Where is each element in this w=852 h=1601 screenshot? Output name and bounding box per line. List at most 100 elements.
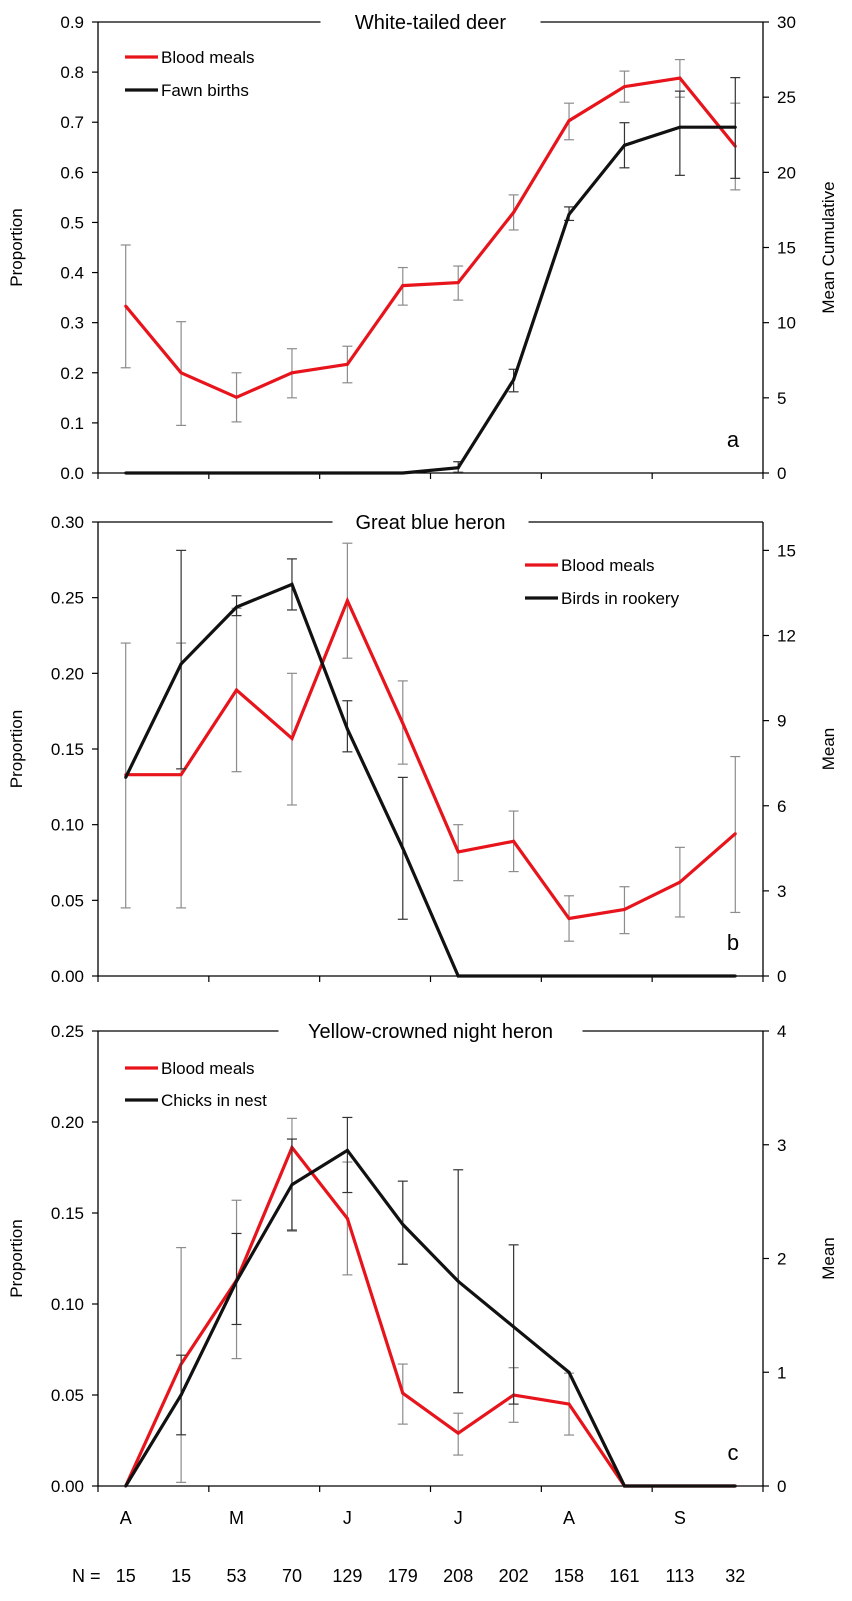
n-value-label: 161 (609, 1566, 639, 1586)
n-value-label: 53 (227, 1566, 247, 1586)
series-birds-in-rookery (124, 549, 737, 978)
error-bar (508, 1244, 519, 1405)
data-point (733, 832, 737, 836)
data-point (456, 1279, 460, 1283)
data-point (179, 1393, 183, 1397)
data-point (290, 582, 294, 586)
data-point (622, 143, 626, 147)
data-point (512, 378, 516, 382)
data-point (124, 471, 128, 475)
left-tick-label: 0.20 (51, 664, 84, 683)
data-point (401, 846, 405, 850)
left-tick-label: 0.15 (51, 1204, 84, 1223)
data-point (622, 1484, 626, 1488)
chart-panel-b: Great blue heron 0.00 0.05 0.10 0.15 0.20 0.25… (7, 512, 838, 986)
right-tick-label: 2 (777, 1250, 786, 1269)
left-tick-label: 0.6 (60, 163, 84, 182)
data-point (733, 1484, 737, 1488)
error-bar (342, 1116, 353, 1194)
data-point (290, 736, 294, 740)
data-point (567, 916, 571, 920)
n-value-label: 129 (332, 1566, 362, 1586)
y-axis-label: Proportion (7, 208, 26, 286)
series-line (124, 1148, 736, 1488)
data-point (235, 395, 239, 399)
right-tick-label: 15 (777, 541, 796, 560)
right-tick-label: 5 (777, 389, 786, 408)
left-tick-label: 0.25 (51, 1022, 84, 1041)
n-value-label: 202 (499, 1566, 529, 1586)
data-point (401, 471, 405, 475)
sample-size-row: N = 15 15 53 70 129 179 208 202 158 161 113 32 (72, 1566, 745, 1586)
data-point (345, 362, 349, 366)
left-tick-label: 0.15 (51, 740, 84, 759)
right-tick-label: 1 (777, 1363, 786, 1382)
data-point (678, 1484, 682, 1488)
month-tick-label: A (563, 1508, 575, 1528)
data-point (179, 773, 183, 777)
right-tick-label: 0 (777, 1477, 786, 1496)
n-value-label: 179 (388, 1566, 418, 1586)
data-point (512, 210, 516, 214)
data-point (456, 974, 460, 978)
data-point (235, 1279, 239, 1283)
data-point (678, 76, 682, 80)
n-value-label: 158 (554, 1566, 584, 1586)
data-point (345, 1148, 349, 1152)
data-point (290, 1183, 294, 1187)
month-tick-label: S (674, 1508, 686, 1528)
left-tick-label: 0.25 (51, 589, 84, 608)
y2-axis-label: Mean (819, 1237, 838, 1280)
month-tick-label: A (120, 1508, 132, 1528)
n-value-label: 15 (116, 1566, 136, 1586)
y2-axis-label: Mean (819, 728, 838, 771)
left-tick-label: 0.30 (51, 513, 84, 532)
data-point (733, 974, 737, 978)
data-point (678, 974, 682, 978)
month-tick-label: J (454, 1508, 463, 1528)
data-point (345, 599, 349, 603)
data-point (456, 466, 460, 470)
n-value-label: 208 (443, 1566, 473, 1586)
data-point (733, 125, 737, 129)
data-point (567, 1402, 571, 1406)
chart-title: White-tailed deer (355, 12, 507, 34)
y-axis-label: Proportion (7, 710, 26, 788)
chart-panel-a: White-tailed deer 0.0 0.1 0.2 0.3 0.4 0.5 0.6 0.… (7, 12, 838, 483)
data-point (456, 850, 460, 854)
right-tick-label: 4 (777, 1022, 786, 1041)
right-tick-label: 3 (777, 1136, 786, 1155)
right-tick-label: 9 (777, 712, 786, 731)
y2-axis-label: Mean Cumulative (819, 181, 838, 313)
n-value-label: 32 (725, 1566, 745, 1586)
data-point (401, 721, 405, 725)
legend-label: Chicks in nest (161, 1091, 267, 1110)
data-point (401, 284, 405, 288)
legend-label: Blood meals (161, 48, 255, 67)
data-point (567, 974, 571, 978)
legend-label: Birds in rookery (561, 589, 680, 608)
chart-panel-c: Yellow-crowned night heron 0.00 0.05 0.10 0.… (7, 1021, 838, 1496)
legend: Blood meals Chicks in nest (125, 1059, 267, 1110)
left-tick-label: 0.10 (51, 816, 84, 835)
right-tick-label: 0 (777, 967, 786, 986)
right-tick-label: 25 (777, 88, 796, 107)
right-tick-label: 30 (777, 13, 796, 32)
data-point (124, 1484, 128, 1488)
data-point (290, 471, 294, 475)
data-point (456, 1431, 460, 1435)
chart-title: Great blue heron (355, 512, 505, 534)
data-point (622, 974, 626, 978)
legend: Blood meals Fawn births (125, 48, 255, 100)
left-tick-label: 0.5 (60, 213, 84, 232)
data-point (567, 1370, 571, 1374)
right-tick-label: 15 (777, 239, 796, 258)
legend: Blood meals Birds in rookery (525, 556, 680, 608)
left-tick-label: 0.2 (60, 364, 84, 383)
data-point (235, 471, 239, 475)
n-value-label: 70 (282, 1566, 302, 1586)
month-tick-label: J (343, 1508, 352, 1528)
data-point (124, 775, 128, 779)
